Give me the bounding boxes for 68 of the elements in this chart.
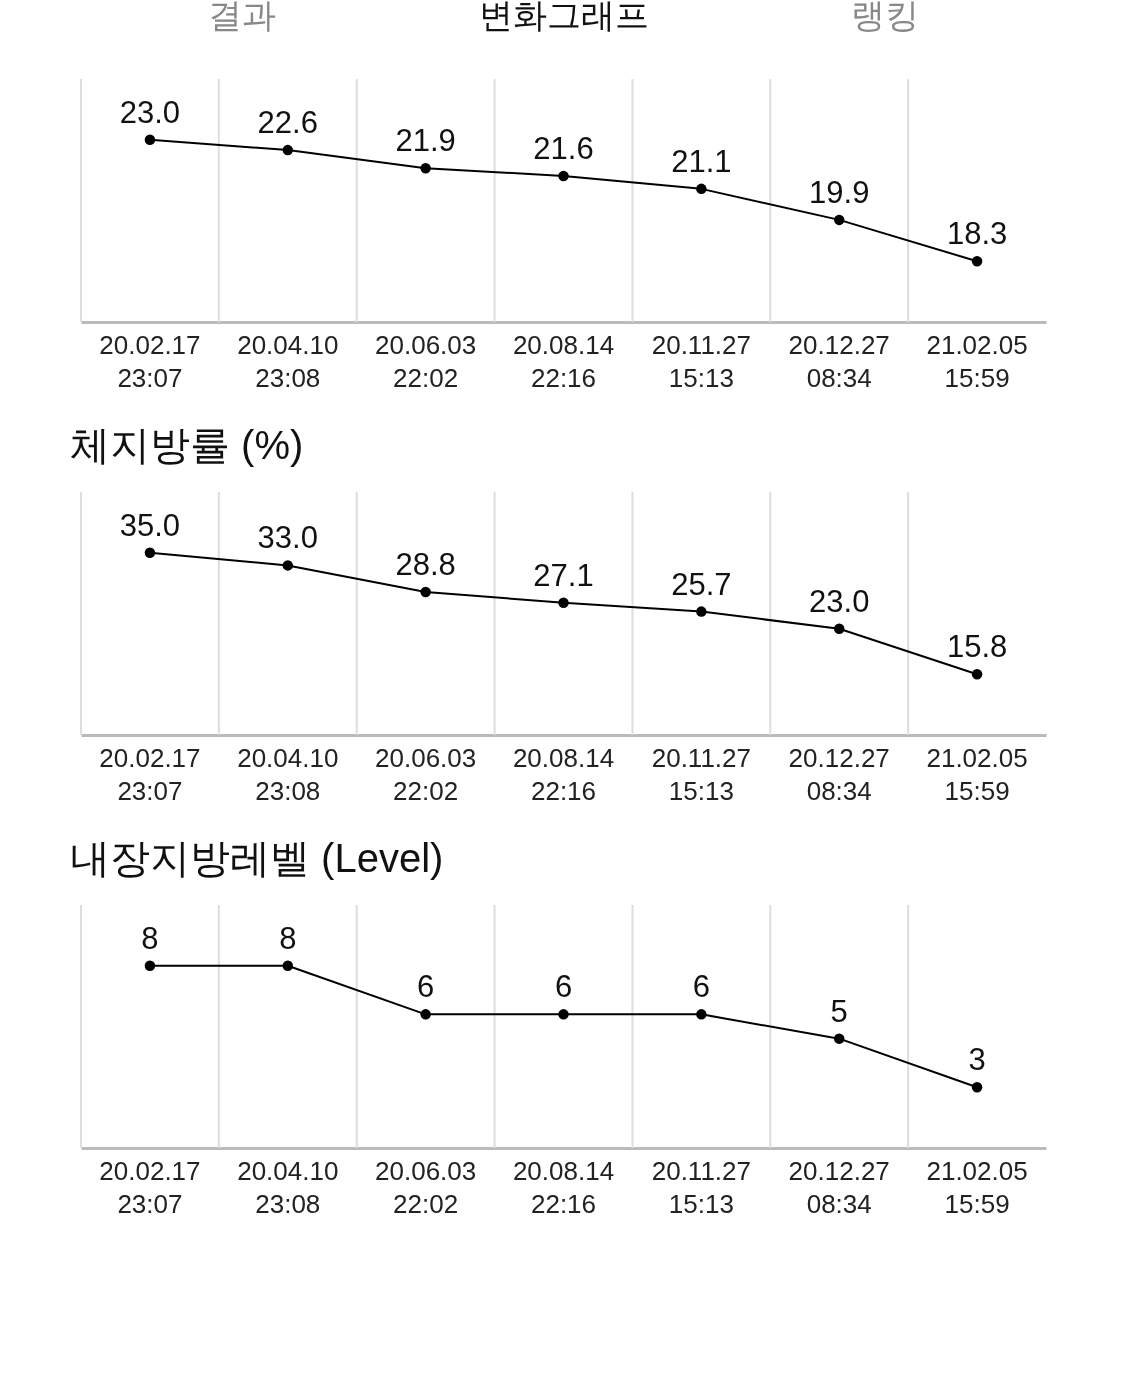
point xyxy=(971,1082,983,1093)
point xyxy=(420,162,431,174)
point xyxy=(558,170,569,182)
point xyxy=(558,597,569,608)
x-tick-label: 20.12.27 08:34 xyxy=(788,742,890,806)
point xyxy=(696,1009,707,1020)
x-tick-label: 20.06.03 22:02 xyxy=(375,742,477,806)
x-tick-label: 20.04.10 23:08 xyxy=(237,742,339,806)
point xyxy=(420,586,431,598)
data-label: 28.8 xyxy=(395,546,456,582)
x-tick-label: 20.06.03 22:02 xyxy=(375,329,477,393)
point xyxy=(144,134,156,145)
x-tick-label: 20.04.10 23:08 xyxy=(237,329,339,393)
chart-title: 체지방률 (%) xyxy=(70,423,304,467)
x-tick-label: 20.06.03 22:02 xyxy=(375,1155,477,1219)
data-label: 6 xyxy=(554,969,573,1005)
text: 랭킹 xyxy=(851,0,920,34)
point xyxy=(833,1033,845,1044)
x-tick-label: 20.08.14 22:16 xyxy=(512,1155,615,1219)
point xyxy=(971,669,983,680)
x-tick-label: 20.04.10 23:08 xyxy=(237,1155,339,1219)
chart-title: 내장지방레벨 (Level) xyxy=(70,836,444,880)
x-tick-label: 20.12.27 08:34 xyxy=(788,329,890,393)
x-tick-label: 20.12.27 08:34 xyxy=(788,1155,890,1219)
point xyxy=(282,144,294,156)
data-label: 3 xyxy=(968,1042,986,1078)
data-label: 19.9 xyxy=(809,174,870,210)
point xyxy=(144,547,156,558)
x-tick-label: 20.02.17 23:07 xyxy=(99,742,201,806)
data-label: 23.0 xyxy=(809,583,870,619)
data-label: 5 xyxy=(830,993,848,1029)
data-label: 8 xyxy=(141,920,159,956)
data-label: 21.9 xyxy=(395,123,456,159)
x-tick-label: 20.11.27 15:13 xyxy=(651,742,751,806)
x-tick-label: 21.02.05 15:59 xyxy=(926,329,1028,393)
data-label: 33.0 xyxy=(257,520,318,556)
point xyxy=(833,214,845,226)
x-tick-label: 20.11.27 15:13 xyxy=(651,329,751,393)
data-label: 25.7 xyxy=(671,566,732,602)
text: 결과 xyxy=(207,0,276,34)
x-tick-label: 20.08.14 22:16 xyxy=(512,329,615,393)
x-tick-label: 21.02.05 15:59 xyxy=(926,742,1028,806)
data-label: 27.1 xyxy=(533,557,594,593)
text: 변화그래프 xyxy=(478,0,649,34)
point xyxy=(833,623,845,634)
x-tick-label: 20.08.14 22:16 xyxy=(512,742,615,806)
x-tick-label: 20.02.17 23:07 xyxy=(99,1155,201,1219)
point xyxy=(558,1009,569,1020)
point xyxy=(696,606,707,617)
data-label: 18.3 xyxy=(946,216,1008,252)
data-label: 22.6 xyxy=(257,105,318,141)
point xyxy=(282,560,294,571)
data-label: 21.1 xyxy=(671,143,732,179)
point xyxy=(282,960,294,971)
data-label: 6 xyxy=(417,969,435,1005)
data-label: 8 xyxy=(279,920,297,956)
x-tick-label: 20.11.27 15:13 xyxy=(651,1155,751,1219)
point xyxy=(696,183,707,195)
point xyxy=(971,256,983,267)
x-tick-label: 20.02.17 23:07 xyxy=(99,329,201,393)
point xyxy=(144,960,156,971)
x-tick-label: 21.02.05 15:59 xyxy=(926,1155,1028,1219)
data-label: 6 xyxy=(692,969,710,1005)
data-label: 15.8 xyxy=(946,629,1008,665)
point xyxy=(420,1009,431,1020)
data-label: 21.6 xyxy=(533,130,594,166)
data-label: 35.0 xyxy=(119,507,181,543)
data-label: 23.0 xyxy=(119,94,181,130)
